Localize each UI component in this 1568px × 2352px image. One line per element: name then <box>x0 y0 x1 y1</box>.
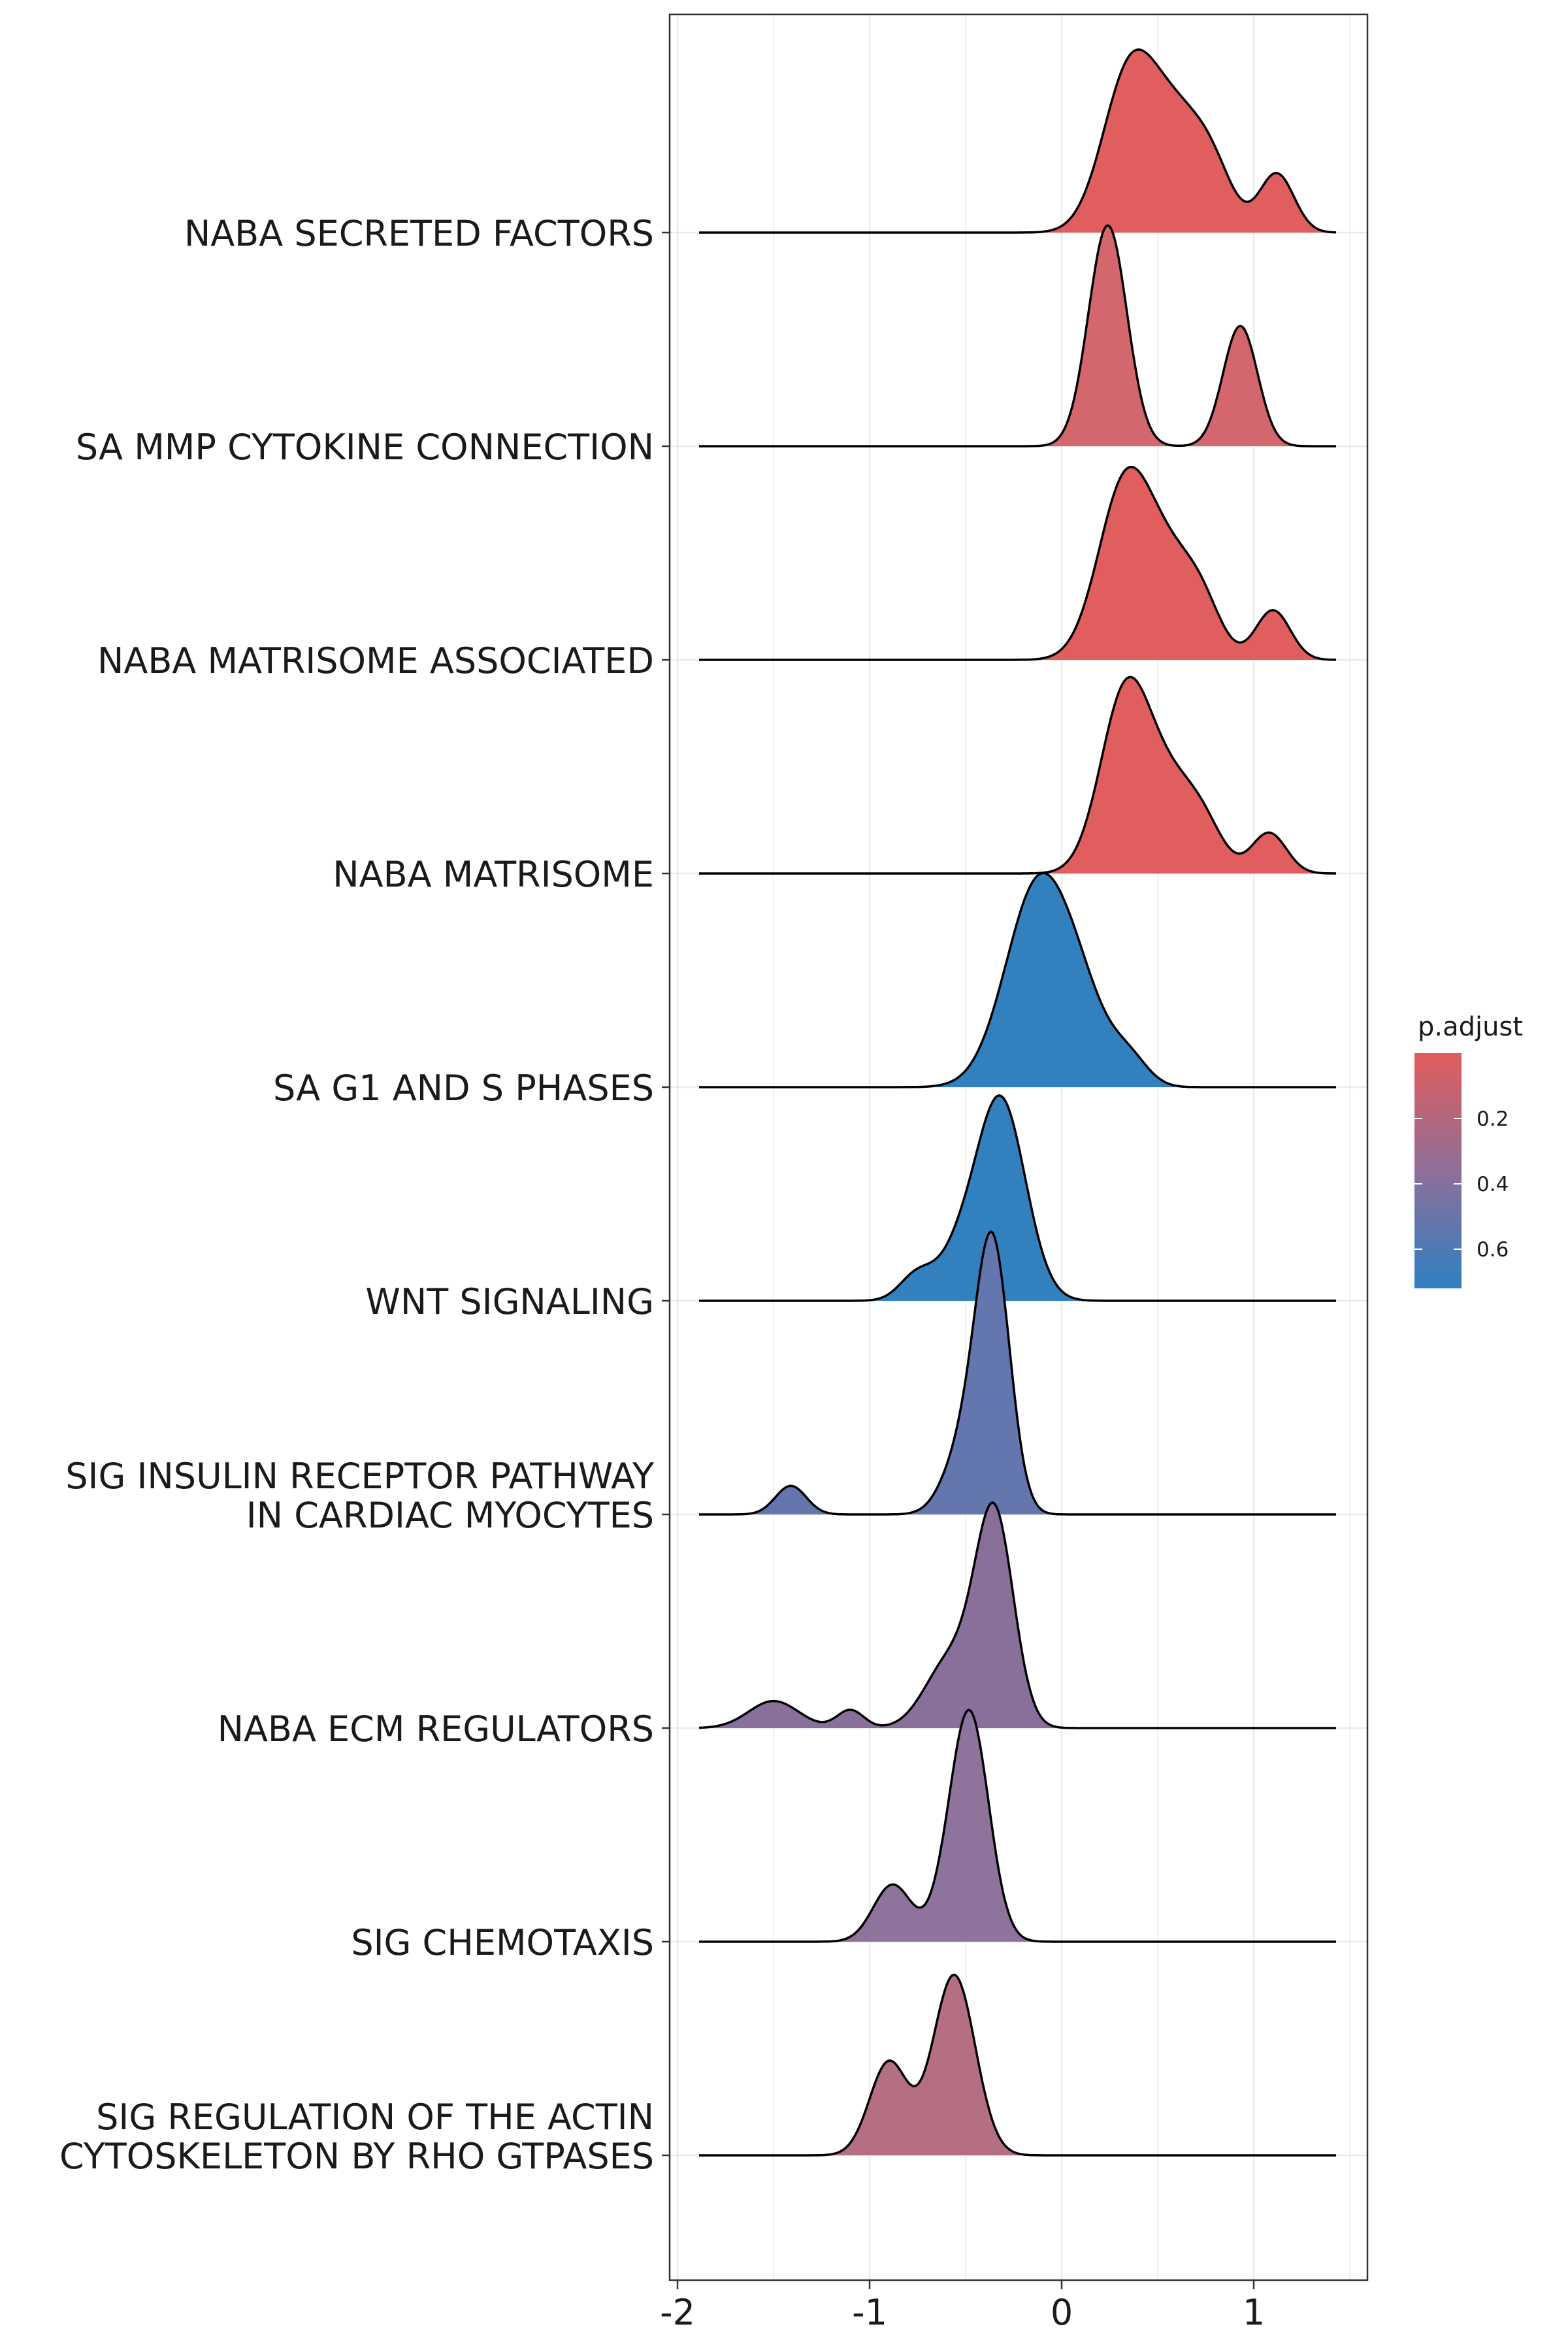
ridge-outline <box>699 676 1337 875</box>
ridge-outline <box>699 872 1336 1088</box>
ridge-outline <box>699 465 1336 661</box>
legend-ticks: 0.2 0.4 0.6 <box>1414 1107 1509 1262</box>
ridge-8 <box>698 1501 1336 1729</box>
y-axis-labels: NABA SECRETED FACTORS SA MMP CYTOKINE CON… <box>59 213 670 2177</box>
ridge-outline <box>699 1094 1336 1302</box>
ridge-2 <box>699 224 1336 448</box>
ridge-outline <box>698 1501 1336 1729</box>
y-tick-label: SA MMP CYTOKINE CONNECTION <box>76 427 654 468</box>
plot-border <box>668 13 1369 2281</box>
y-tick-label: IN CARDIAC MYOCYTES <box>246 1495 654 1536</box>
ridge-5 <box>699 872 1336 1088</box>
y-tick-label: SIG INSULIN RECEPTOR PATHWAY <box>65 1456 655 1497</box>
x-tick-label: -1 <box>852 2292 887 2333</box>
x-tick-label: 1 <box>1243 2292 1265 2333</box>
y-tick-label: SA G1 AND S PHASES <box>273 1068 654 1109</box>
legend-colorbar <box>1414 1053 1462 1288</box>
ridge-outline <box>699 48 1337 234</box>
ridge-fill <box>1044 677 1317 874</box>
ridge-9 <box>699 1708 1336 1943</box>
ridge-7 <box>699 1230 1336 1516</box>
legend-tick-label: 0.2 <box>1477 1107 1509 1131</box>
x-tick-label: -2 <box>660 2292 695 2333</box>
ridge-6 <box>699 1094 1336 1302</box>
ridge-1 <box>699 48 1337 234</box>
ridge-outline <box>699 1230 1336 1516</box>
ridge-fill <box>1044 225 1294 446</box>
ridge-3 <box>699 465 1336 661</box>
ridge-outline <box>699 1708 1336 1943</box>
legend-title: p.adjust <box>1418 1012 1523 1042</box>
ridge-4 <box>699 676 1337 875</box>
ridge-outline <box>699 1973 1336 2157</box>
ridge-fill <box>752 1232 1050 1514</box>
y-tick-label: SIG REGULATION OF THE ACTIN <box>96 2097 654 2138</box>
ridge-10 <box>699 1973 1336 2157</box>
y-tick-label: SIG CHEMOTAXIS <box>351 1922 654 1963</box>
ridge-fill <box>932 873 1179 1087</box>
y-tick-label: NABA MATRISOME <box>333 854 654 895</box>
legend: p.adjust 0.2 0.4 0.6 <box>1414 1012 1523 1288</box>
legend-tick-label: 0.4 <box>1477 1173 1509 1196</box>
y-tick-label: NABA MATRISOME ASSOCIATED <box>97 640 654 681</box>
legend-tick-label: 0.6 <box>1477 1238 1509 1262</box>
y-tick-label: NABA SECRETED FACTORS <box>184 213 654 254</box>
x-tick-label: 0 <box>1051 2292 1073 2333</box>
y-tick-label: CYTOSKELETON BY RHO GTPASES <box>59 2136 654 2177</box>
y-tick-label: WNT SIGNALING <box>365 1281 654 1322</box>
ridges <box>698 48 1337 2157</box>
ridge-fill <box>1039 466 1320 660</box>
x-axis: -2 -1 0 1 <box>660 2280 1265 2333</box>
ridge-fill <box>874 1095 1081 1301</box>
y-tick-label: NABA ECM REGULATORS <box>218 1708 654 1750</box>
ridge-fill <box>710 1502 1057 1728</box>
ridge-outline <box>699 224 1336 448</box>
